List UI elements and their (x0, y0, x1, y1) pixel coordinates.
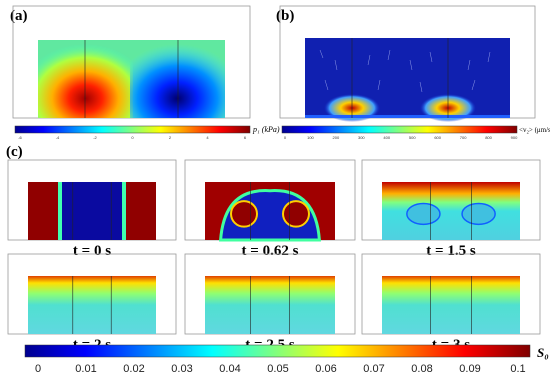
panel-label: (a) (10, 8, 28, 24)
field (461, 202, 496, 226)
scalar-field (382, 276, 520, 334)
colorbar-tick-label: 0.01 (75, 363, 96, 375)
colorbar-tick-label: 600 (434, 135, 441, 140)
field (230, 200, 258, 228)
colorbar-tick-label: 900 (511, 135, 518, 140)
scalar-field (28, 182, 156, 240)
colorbar-tick-label: 500 (409, 135, 416, 140)
colorbar-tick-label: 400 (383, 135, 390, 140)
time-label: t = 0 s (73, 243, 111, 259)
scalar-field (28, 276, 156, 334)
colorbar-tick-label: -4 (56, 135, 60, 140)
colorbar-tick-label: -2 (93, 135, 97, 140)
field (406, 202, 441, 226)
colorbar (24, 344, 531, 358)
scalar-field (205, 182, 335, 242)
colorbar-tick-label: 2 (169, 135, 172, 140)
colorbar-tick-label: 0.06 (315, 363, 336, 375)
field (28, 276, 156, 334)
field (382, 276, 520, 334)
colorbar-tick-label: 4 (206, 135, 209, 140)
field (282, 200, 310, 228)
field (60, 182, 124, 240)
scalar-field (205, 276, 335, 334)
field (205, 276, 335, 334)
time-label: t = 1.5 s (426, 243, 476, 259)
colorbar-tick-label: 0 (131, 135, 134, 140)
colorbar-tick-label: 0.07 (363, 363, 384, 375)
field (58, 182, 62, 240)
colorbar (14, 125, 251, 134)
colorbar-tick-label: 800 (485, 135, 492, 140)
colorbar-tick-label: 100 (307, 135, 314, 140)
colorbar-tick-label: 0.1 (510, 363, 525, 375)
colorbar-tick-label: 0.04 (219, 363, 240, 375)
time-label: t = 0.62 s (242, 243, 299, 259)
colorbar-tick-label: 0 (35, 363, 41, 375)
colorbar-tick-label: 0.03 (171, 363, 192, 375)
scalar-field (382, 182, 520, 240)
colorbar-label: p₁ (kPa) (252, 125, 280, 134)
colorbar-tick-label: -6 (18, 135, 22, 140)
colorbar-label: <v₂> (μm/s) (519, 126, 550, 134)
colorbar-tick-label: 0.02 (123, 363, 144, 375)
colorbar-label: S₀ (537, 345, 549, 360)
colorbar-tick-label: 0.08 (411, 363, 432, 375)
colorbar-tick-label: 300 (358, 135, 365, 140)
colorbar-tick-label: 0 (284, 135, 287, 140)
colorbar-tick-label: 0.09 (459, 363, 480, 375)
panel-label: (b) (276, 8, 294, 24)
colorbar-tick-label: 700 (460, 135, 467, 140)
colorbar-tick-label: 0.05 (267, 363, 288, 375)
field (382, 182, 520, 240)
field (122, 182, 126, 240)
colorbar-tick-label: 6 (244, 135, 247, 140)
panel-label: (c) (6, 144, 23, 160)
velocity-field (305, 38, 510, 122)
pressure-field (38, 40, 225, 118)
colorbar (281, 125, 518, 134)
colorbar-tick-label: 200 (333, 135, 340, 140)
